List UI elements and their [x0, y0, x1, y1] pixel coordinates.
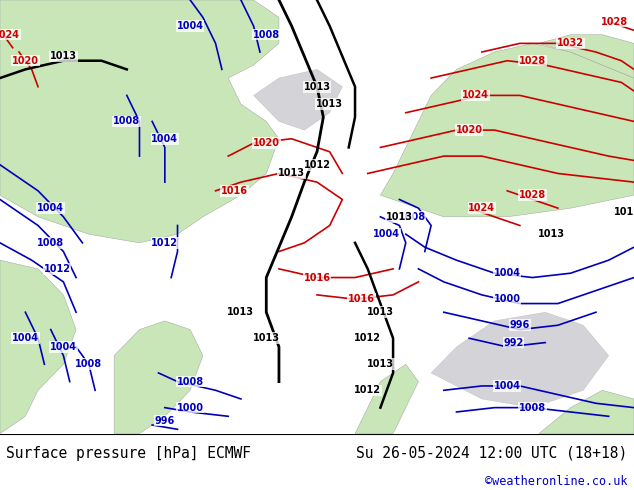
Text: 1020: 1020: [12, 56, 39, 66]
Text: 996: 996: [155, 416, 175, 426]
Polygon shape: [539, 390, 634, 434]
Polygon shape: [431, 312, 609, 408]
Text: 996: 996: [510, 320, 530, 330]
Polygon shape: [254, 70, 342, 130]
Text: 1004: 1004: [37, 203, 64, 213]
Text: 1012: 1012: [354, 385, 381, 395]
Text: 1020: 1020: [456, 125, 482, 135]
Text: 1004: 1004: [50, 342, 77, 352]
Polygon shape: [0, 260, 76, 434]
Text: 1004: 1004: [177, 21, 204, 31]
Text: 1016: 1016: [304, 272, 330, 283]
Text: 1008: 1008: [75, 359, 102, 369]
Text: 1028: 1028: [602, 17, 628, 26]
Text: 1013: 1013: [316, 99, 343, 109]
Text: 1024: 1024: [462, 90, 489, 100]
Text: 1024: 1024: [469, 203, 495, 213]
Polygon shape: [539, 35, 634, 78]
Text: 1028: 1028: [519, 190, 546, 200]
Text: 1032: 1032: [557, 38, 584, 49]
Text: 1000: 1000: [494, 294, 521, 304]
Text: 1008: 1008: [177, 377, 204, 387]
Text: 1013: 1013: [253, 333, 280, 343]
Text: Surface pressure [hPa] ECMWF: Surface pressure [hPa] ECMWF: [6, 446, 251, 461]
Text: ©weatheronline.co.uk: ©weatheronline.co.uk: [485, 475, 628, 488]
Text: 1013: 1013: [50, 51, 77, 61]
Text: 1012: 1012: [614, 207, 634, 218]
Text: 1004: 1004: [152, 134, 178, 144]
Text: 1013: 1013: [386, 212, 413, 222]
Text: 1016: 1016: [221, 186, 248, 196]
Text: 1012: 1012: [44, 264, 70, 274]
Text: 1013: 1013: [538, 229, 565, 239]
Text: 1004: 1004: [494, 268, 521, 278]
Text: 1008: 1008: [519, 403, 546, 413]
Polygon shape: [0, 0, 279, 243]
Text: 1013: 1013: [304, 82, 330, 92]
Text: 1028: 1028: [519, 56, 546, 66]
Text: Su 26-05-2024 12:00 UTC (18+18): Su 26-05-2024 12:00 UTC (18+18): [356, 446, 628, 461]
Polygon shape: [355, 364, 418, 434]
Text: 1008: 1008: [253, 30, 280, 40]
Text: 1013: 1013: [367, 307, 394, 317]
Text: 1012: 1012: [304, 160, 330, 170]
Polygon shape: [114, 321, 203, 434]
Text: 1013: 1013: [367, 359, 394, 369]
Text: 1008: 1008: [113, 117, 140, 126]
Text: 1008: 1008: [399, 212, 425, 222]
Text: 1004: 1004: [12, 333, 39, 343]
Text: 1016: 1016: [348, 294, 375, 304]
Text: 1020: 1020: [253, 138, 280, 148]
Text: 1012: 1012: [354, 333, 381, 343]
Text: 992: 992: [503, 338, 524, 347]
Polygon shape: [380, 44, 634, 217]
Text: 1013: 1013: [278, 169, 305, 178]
Text: 1008: 1008: [37, 238, 64, 248]
Text: 1004: 1004: [494, 381, 521, 391]
Text: 1012: 1012: [152, 238, 178, 248]
Text: 1004: 1004: [373, 229, 400, 239]
Text: 1024: 1024: [0, 30, 20, 40]
Text: 1000: 1000: [177, 403, 204, 413]
Text: 1013: 1013: [228, 307, 254, 317]
